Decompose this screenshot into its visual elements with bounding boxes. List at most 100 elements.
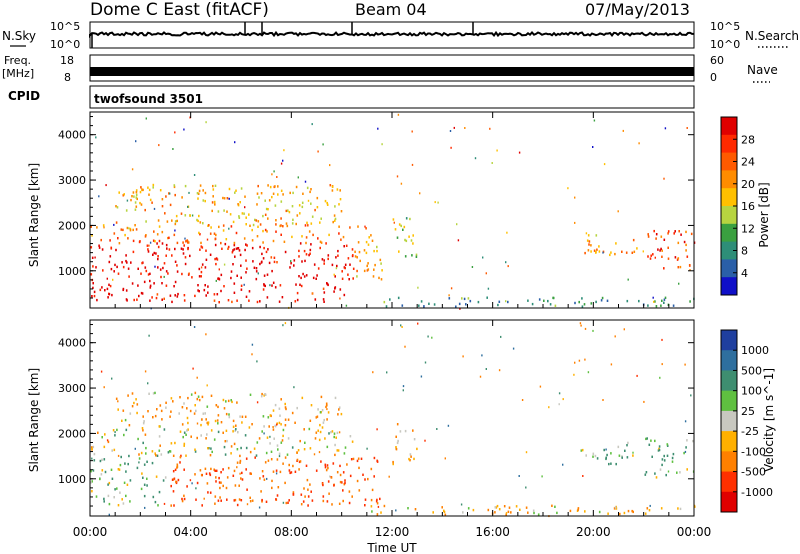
heat-cell bbox=[227, 399, 230, 403]
heat-cell bbox=[326, 418, 328, 421]
heat-speckle bbox=[339, 297, 341, 300]
heat-cell bbox=[152, 183, 155, 187]
heat-cell bbox=[187, 247, 189, 251]
heat-cell bbox=[232, 220, 235, 224]
heat-speckle bbox=[684, 420, 687, 423]
heat-speckle bbox=[653, 300, 655, 303]
heat-cell bbox=[326, 201, 328, 205]
heat-cell bbox=[117, 468, 120, 471]
heat-speckle bbox=[191, 482, 193, 485]
heat-cell bbox=[610, 251, 612, 254]
heat-cell bbox=[131, 405, 134, 408]
heat-cell bbox=[214, 469, 216, 472]
velocity-colorbar-label: Velocity [m s^-1] bbox=[762, 368, 776, 472]
heat-cell bbox=[99, 477, 101, 481]
heat-cell bbox=[399, 430, 402, 433]
heat-cell bbox=[381, 269, 383, 272]
heat-cell bbox=[217, 210, 220, 213]
heat-cell bbox=[237, 247, 239, 250]
heat-cell bbox=[103, 445, 106, 449]
heat-cell bbox=[321, 258, 324, 261]
colorbar-tick-label: 28 bbox=[741, 133, 755, 146]
heat-cell bbox=[350, 458, 353, 461]
heat-cell bbox=[663, 301, 665, 304]
heat-cell bbox=[233, 241, 236, 245]
heat-cell bbox=[275, 223, 277, 226]
heat-cell bbox=[272, 428, 275, 431]
heat-cell bbox=[189, 409, 192, 413]
heat-cell bbox=[213, 468, 215, 471]
heat-cell bbox=[228, 413, 230, 416]
heat-cell bbox=[671, 460, 674, 463]
heat-speckle bbox=[257, 272, 259, 275]
heat-cell bbox=[108, 502, 111, 506]
heat-cell bbox=[127, 237, 129, 240]
heat-speckle bbox=[117, 400, 119, 403]
heat-cell bbox=[173, 285, 175, 288]
heat-cell bbox=[348, 490, 351, 493]
heat-cell bbox=[409, 459, 411, 462]
heat-speckle bbox=[471, 266, 474, 268]
heat-speckle bbox=[148, 244, 150, 247]
heat-cell bbox=[218, 225, 220, 229]
heat-cell bbox=[149, 299, 151, 302]
heat-speckle bbox=[521, 399, 524, 401]
heat-speckle bbox=[659, 376, 661, 379]
heat-cell bbox=[214, 495, 217, 498]
heat-cell bbox=[588, 243, 590, 246]
heat-cell bbox=[172, 400, 174, 403]
heat-cell bbox=[115, 397, 118, 400]
heat-cell bbox=[263, 284, 265, 287]
heat-cell bbox=[647, 235, 650, 238]
heat-cell bbox=[632, 454, 634, 457]
heat-speckle bbox=[196, 422, 199, 425]
heat-cell bbox=[129, 412, 132, 415]
heat-cell bbox=[686, 468, 688, 471]
nsearch-label: N.Search bbox=[745, 29, 799, 43]
heat-speckle bbox=[112, 278, 114, 281]
heat-speckle bbox=[188, 191, 190, 194]
heat-cell bbox=[233, 243, 236, 247]
heat-cell bbox=[423, 305, 425, 308]
heat-speckle bbox=[244, 206, 246, 209]
heat-cell bbox=[114, 434, 116, 437]
heat-cell bbox=[292, 491, 295, 494]
heat-cell bbox=[205, 249, 207, 252]
heat-cell bbox=[292, 191, 294, 195]
heat-speckle bbox=[401, 326, 403, 328]
heat-cell bbox=[143, 420, 145, 423]
heat-cell bbox=[248, 426, 251, 429]
colorbar-segment bbox=[721, 152, 737, 171]
heat-cell bbox=[262, 475, 265, 478]
heat-cell bbox=[213, 200, 216, 204]
heat-cell bbox=[631, 509, 633, 513]
heat-cell bbox=[334, 453, 336, 457]
heat-cell bbox=[503, 505, 506, 508]
heat-cell bbox=[307, 504, 309, 507]
heat-cell bbox=[365, 240, 368, 244]
heat-cell bbox=[397, 296, 400, 300]
heat-cell bbox=[157, 257, 159, 261]
heat-cell bbox=[213, 438, 216, 441]
heat-cell bbox=[410, 239, 413, 242]
heat-cell bbox=[322, 421, 325, 424]
heat-cell bbox=[99, 459, 102, 463]
heat-cell bbox=[327, 466, 329, 470]
heat-cell bbox=[233, 442, 236, 446]
heat-cell bbox=[91, 295, 93, 298]
heat-cell bbox=[233, 282, 236, 285]
heat-cell bbox=[182, 248, 184, 251]
heat-cell bbox=[154, 414, 157, 418]
heat-cell bbox=[263, 394, 265, 397]
heat-cell bbox=[135, 228, 138, 231]
heat-cell bbox=[638, 299, 640, 303]
heat-cell bbox=[326, 500, 329, 503]
heat-cell bbox=[183, 299, 186, 302]
heat-cell bbox=[363, 249, 366, 252]
heat-cell bbox=[615, 462, 617, 466]
heat-cell bbox=[207, 285, 209, 288]
heat-cell bbox=[265, 207, 268, 211]
heat-speckle bbox=[444, 457, 446, 460]
heat-cell bbox=[586, 239, 589, 242]
